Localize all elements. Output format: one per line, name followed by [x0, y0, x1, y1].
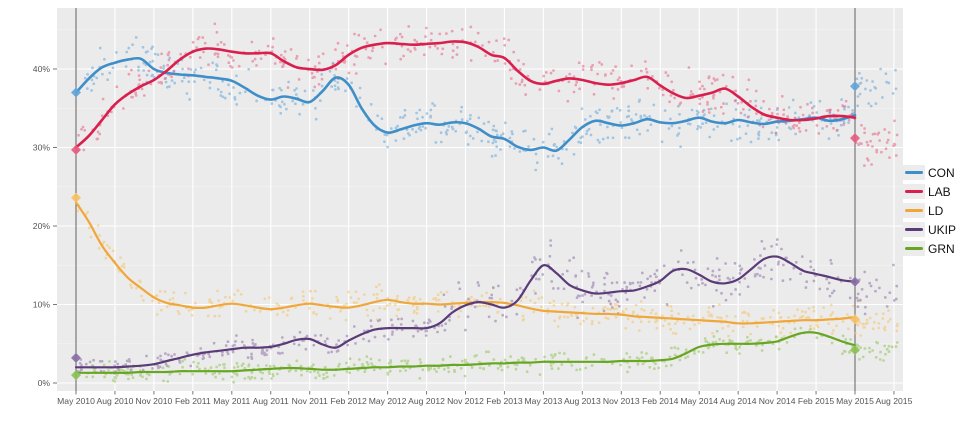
- x-tick-label: Feb 2012: [330, 396, 367, 406]
- legend: CON LAB LD UKIP GRN: [903, 164, 956, 257]
- result-diamond-con: [850, 81, 860, 92]
- y-tick-marks: [53, 68, 57, 384]
- result-diamond-lab: [850, 133, 860, 144]
- scatter-points-ld: [76, 204, 899, 338]
- legend-item-lab: LAB: [903, 183, 956, 200]
- y-tick-label: 40%: [33, 64, 51, 74]
- y-axis-labels: 0% 10% 20% 30% 40%: [33, 64, 51, 388]
- x-tick-label: Aug 2011: [253, 396, 289, 406]
- y-tick-label: 0%: [38, 378, 51, 388]
- result-diamond-ukip: [850, 276, 860, 287]
- election-result-diamonds-may-2010: [71, 87, 81, 381]
- result-diamond-ukip: [71, 352, 81, 363]
- result-diamond-ld: [71, 192, 81, 203]
- trend-line-ld: [74, 201, 857, 325]
- legend-key-grn: [903, 241, 925, 256]
- legend-swatch-con: [905, 171, 923, 174]
- legend-item-grn: GRN: [903, 240, 956, 257]
- legend-label-con: CON: [928, 165, 955, 180]
- trend-line-lab: [74, 40, 857, 149]
- legend-key-con: [903, 165, 925, 180]
- legend-key-ukip: [903, 222, 925, 237]
- result-diamond-ld: [850, 314, 860, 325]
- legend-swatch-ld: [905, 209, 923, 212]
- x-tick-label: Aug 2012: [408, 396, 445, 406]
- legend-key-ld: [903, 203, 925, 218]
- x-axis-labels: May 2010 Aug 2010 Nov 2010 Feb 2011 May 2011…: [57, 396, 912, 406]
- legend-label-ukip: UKIP: [928, 222, 957, 237]
- x-tick-label: Feb 2015: [798, 396, 835, 406]
- result-diamond-grn: [850, 345, 860, 356]
- major-gridlines: [57, 8, 903, 391]
- election-result-diamonds-may-2015: [850, 81, 860, 356]
- x-tick-label: Nov 2014: [759, 396, 796, 406]
- x-tick-label: Aug 2010: [97, 396, 134, 406]
- x-tick-label: Aug 2015: [876, 396, 913, 406]
- y-tick-label: 20%: [33, 221, 51, 231]
- legend-label-lab: LAB: [928, 184, 951, 199]
- result-diamond-grn: [71, 370, 81, 381]
- y-tick-label: 30%: [33, 143, 51, 153]
- legend-swatch-ukip: [905, 228, 923, 231]
- x-tick-label: May 2012: [369, 396, 407, 406]
- x-tick-label: Nov 2010: [136, 396, 173, 406]
- x-tick-label: Nov 2013: [603, 396, 640, 406]
- x-tick-label: May 2010: [57, 396, 95, 406]
- x-tick-label: Nov 2012: [447, 396, 484, 406]
- x-tick-label: May 2013: [525, 396, 563, 406]
- legend-label-grn: GRN: [928, 241, 955, 256]
- legend-item-ukip: UKIP: [903, 221, 956, 238]
- x-tick-label: May 2015: [836, 396, 874, 406]
- legend-item-con: CON: [903, 164, 956, 181]
- legend-key-lab: [903, 184, 925, 199]
- result-diamond-con: [71, 87, 81, 98]
- x-tick-label: Feb 2013: [486, 396, 523, 406]
- x-tick-label: Aug 2013: [564, 396, 601, 406]
- trend-line-con: [74, 56, 857, 153]
- legend-swatch-lab: [905, 190, 923, 193]
- result-diamond-lab: [71, 144, 81, 155]
- x-tick-marks: [75, 391, 895, 395]
- trend-line-grn: [74, 331, 857, 374]
- x-tick-label: Nov 2011: [292, 396, 328, 406]
- trend-line-ukip: [74, 255, 857, 369]
- x-tick-label: Aug 2014: [720, 396, 757, 406]
- x-tick-label: Feb 2014: [642, 396, 679, 406]
- legend-label-ld: LD: [928, 203, 944, 218]
- x-tick-label: May 2011: [213, 396, 250, 406]
- legend-swatch-grn: [905, 247, 923, 250]
- x-tick-label: Feb 2011: [175, 396, 211, 406]
- y-tick-label: 10%: [33, 300, 51, 310]
- legend-item-ld: LD: [903, 202, 956, 219]
- x-tick-label: May 2014: [680, 396, 718, 406]
- plot-panel: [57, 8, 903, 391]
